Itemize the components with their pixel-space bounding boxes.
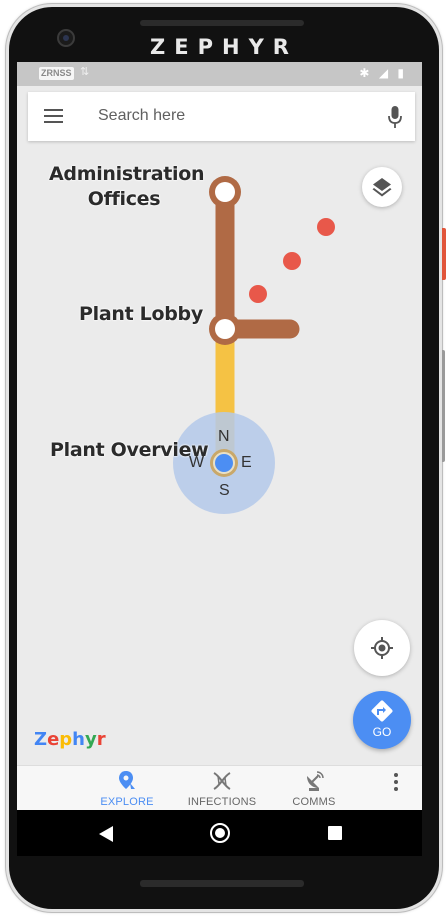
hazard-marker[interactable] (283, 252, 301, 270)
status-bar: ZRNSS ⇅ ✱ ◢ ▮ (17, 62, 422, 86)
speaker-grille-icon (140, 20, 304, 26)
compass-west: W (189, 454, 205, 471)
dna-icon (213, 772, 231, 790)
directions-icon (371, 700, 393, 722)
speaker-grille-icon (140, 880, 304, 887)
zephyr-logo: Zephyr (34, 729, 106, 750)
recents-icon[interactable] (328, 826, 342, 840)
location-label-plant-lobby[interactable]: Plant Lobby (79, 303, 203, 325)
volume-rocker (442, 350, 445, 462)
waypoint-plant-lobby[interactable] (215, 319, 235, 339)
signal-icon: ◢ (378, 66, 389, 80)
hamburger-menu-icon[interactable] (44, 109, 63, 123)
layers-icon (372, 178, 392, 197)
location-label-line: Offices (87, 188, 161, 210)
location-label-plant-overview[interactable]: Plant Overview (50, 439, 209, 461)
map-overlay (173, 176, 335, 514)
back-icon[interactable] (99, 826, 113, 842)
go-button[interactable]: GO (353, 691, 411, 749)
microphone-icon[interactable] (387, 105, 403, 129)
location-label-line: Administration (49, 163, 205, 185)
hazard-marker[interactable] (317, 218, 335, 236)
bluetooth-icon: ✱ (359, 66, 370, 80)
map-canvas[interactable]: Administration Offices Plant Lobby Plant… (17, 141, 422, 765)
battery-icon: ▮ (397, 66, 404, 80)
layers-button[interactable] (362, 167, 402, 207)
location-label-administration[interactable]: Administration Offices (49, 162, 205, 212)
go-label: GO (372, 725, 392, 739)
waypoint-administration[interactable] (215, 182, 235, 202)
compass-east: E (241, 454, 252, 471)
more-vert-icon[interactable] (394, 773, 398, 794)
tab-comms[interactable]: COMMS (287, 770, 341, 808)
satellite-dish-icon (307, 771, 324, 791)
search-input[interactable] (96, 106, 370, 126)
compass-north: N (218, 428, 230, 445)
search-bar (28, 92, 415, 141)
home-icon[interactable] (210, 823, 230, 843)
my-location-icon (371, 637, 393, 659)
explore-pin-icon (119, 771, 135, 789)
user-location-dot (213, 452, 235, 474)
tab-infections[interactable]: INFECTIONS (187, 770, 257, 808)
compass-south: S (219, 482, 230, 499)
system-navigation-bar (17, 810, 422, 856)
tab-explore[interactable]: EXPLORE (97, 770, 157, 808)
front-camera-icon (57, 29, 75, 47)
hazard-marker[interactable] (249, 285, 267, 303)
bottom-navigation: EXPLORE INFECTIONS COMMS (17, 765, 422, 810)
screen: ZRNSS ⇅ ✱ ◢ ▮ (17, 62, 422, 810)
power-button (442, 228, 446, 280)
my-location-button[interactable] (354, 620, 410, 676)
status-icons: ✱ ◢ ▮ (353, 66, 404, 80)
brand-logo: ZEPHYR (150, 35, 298, 59)
data-arrows-icon: ⇅ (80, 66, 90, 78)
carrier-badge: ZRNSS (39, 67, 74, 80)
